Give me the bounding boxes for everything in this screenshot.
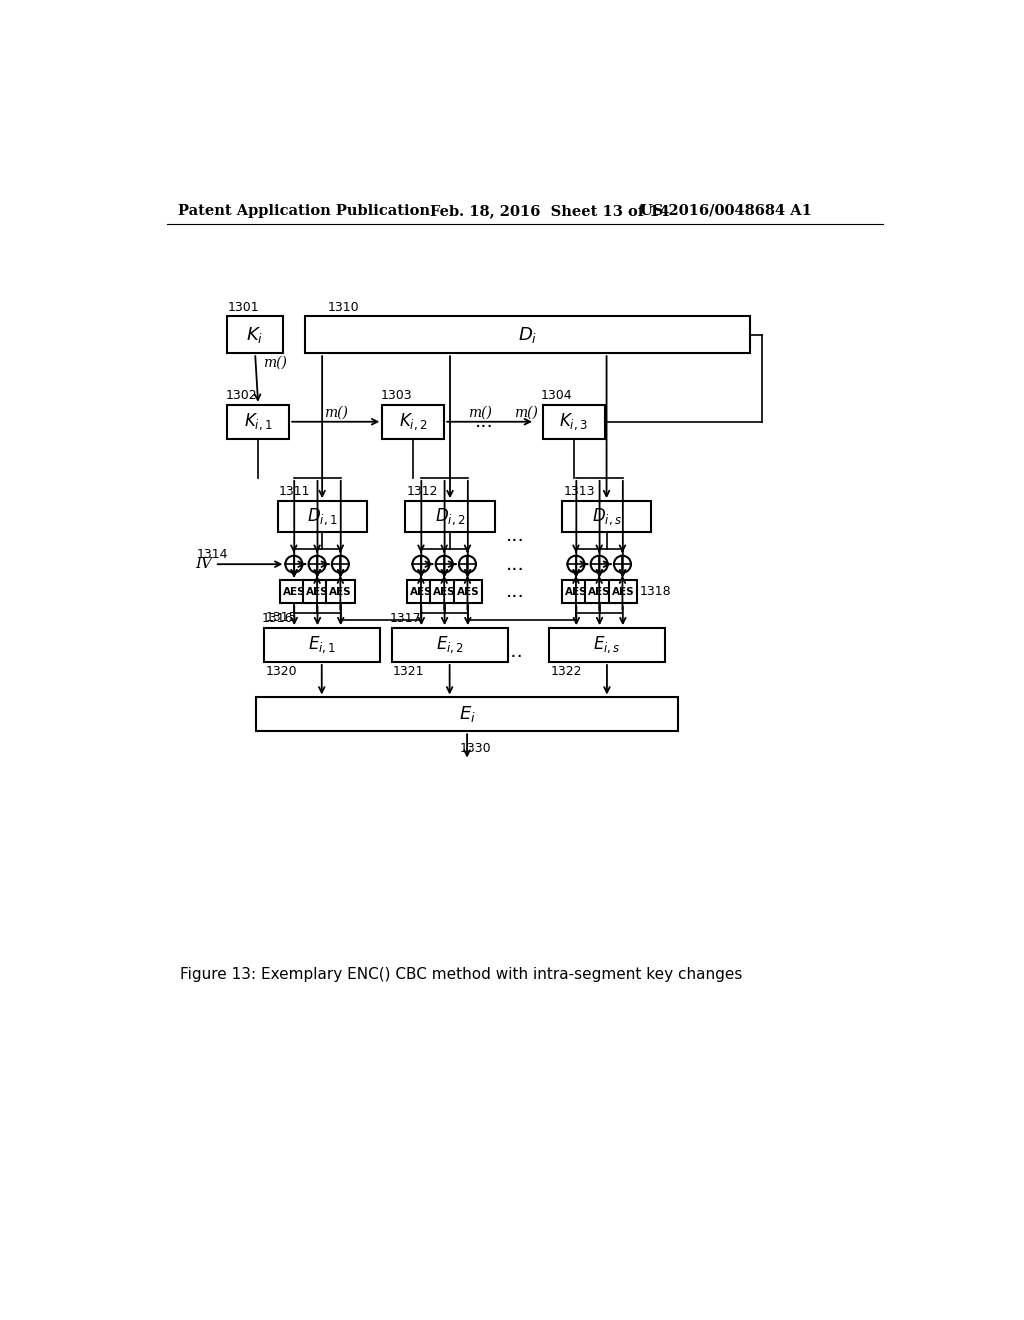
Text: AES: AES (457, 587, 479, 597)
Circle shape (286, 556, 302, 573)
Bar (305, 317, 751, 354)
Text: $K_{i,3}$: $K_{i,3}$ (559, 412, 588, 432)
Text: $E_{i,2}$: $E_{i,2}$ (435, 635, 464, 655)
Bar (562, 502, 651, 532)
Text: Figure 13: Exemplary ENC() CBC method with intra-segment key changes: Figure 13: Exemplary ENC() CBC method wi… (180, 968, 742, 982)
Bar (382, 405, 444, 438)
Bar (586, 581, 614, 603)
Text: ...: ... (505, 642, 523, 661)
Circle shape (435, 556, 453, 573)
Circle shape (413, 556, 429, 573)
Text: m(): m() (324, 405, 347, 420)
Text: AES: AES (410, 587, 433, 597)
Text: 1320: 1320 (265, 665, 297, 677)
Circle shape (614, 556, 631, 573)
Text: Feb. 18, 2016  Sheet 13 of 14: Feb. 18, 2016 Sheet 13 of 14 (430, 203, 670, 218)
Circle shape (308, 556, 326, 573)
Bar (407, 581, 435, 603)
Text: AES: AES (433, 587, 456, 597)
Bar (278, 502, 367, 532)
Text: $E_{i,s}$: $E_{i,s}$ (593, 635, 621, 655)
Circle shape (332, 556, 349, 573)
Text: 1301: 1301 (227, 301, 259, 314)
Text: $D_i$: $D_i$ (518, 325, 538, 345)
Bar (454, 581, 482, 603)
Text: 1312: 1312 (407, 486, 438, 499)
Text: 1315: 1315 (266, 611, 298, 624)
Text: 1318: 1318 (640, 585, 671, 598)
Bar (303, 581, 332, 603)
Bar (327, 581, 355, 603)
Bar (227, 317, 283, 354)
Circle shape (567, 556, 585, 573)
Text: 1317: 1317 (390, 612, 422, 626)
Text: 1322: 1322 (550, 665, 582, 677)
Text: $E_{i,1}$: $E_{i,1}$ (307, 635, 336, 655)
Text: ...: ... (475, 412, 494, 432)
Bar (543, 405, 604, 438)
Text: 1314: 1314 (197, 548, 227, 561)
Text: $K_i$: $K_i$ (247, 325, 264, 345)
Text: $D_{i,2}$: $D_{i,2}$ (435, 506, 465, 527)
Text: AES: AES (565, 587, 588, 597)
Bar (227, 405, 289, 438)
Bar (406, 502, 495, 532)
Text: $K_{i,1}$: $K_{i,1}$ (244, 412, 272, 432)
Text: 1311: 1311 (280, 486, 310, 499)
Text: ...: ... (506, 527, 525, 545)
Text: 1310: 1310 (328, 301, 359, 314)
Text: 1304: 1304 (541, 389, 572, 403)
Text: Patent Application Publication: Patent Application Publication (178, 203, 430, 218)
Text: $E_i$: $E_i$ (459, 705, 475, 725)
Text: 1303: 1303 (381, 389, 413, 403)
Bar (562, 581, 591, 603)
Text: AES: AES (283, 587, 305, 597)
Text: 1330: 1330 (460, 742, 490, 755)
Text: $D_{i,s}$: $D_{i,s}$ (592, 506, 622, 527)
Bar (608, 581, 637, 603)
Text: $K_{i,2}$: $K_{i,2}$ (399, 412, 427, 432)
Circle shape (591, 556, 607, 573)
Text: m(): m() (468, 405, 492, 420)
Text: AES: AES (330, 587, 352, 597)
Text: 1321: 1321 (393, 665, 425, 677)
Text: ...: ... (506, 554, 525, 574)
Text: 1316: 1316 (262, 612, 294, 626)
Bar (263, 628, 380, 663)
Bar (256, 697, 678, 731)
Bar (430, 581, 459, 603)
Bar (280, 581, 308, 603)
Text: US 2016/0048684 A1: US 2016/0048684 A1 (640, 203, 811, 218)
Text: m(): m() (263, 355, 287, 370)
Bar (549, 628, 665, 663)
Text: IV: IV (196, 557, 212, 572)
Text: m(): m() (514, 405, 538, 420)
Text: AES: AES (306, 587, 329, 597)
Text: 1302: 1302 (225, 389, 257, 403)
Text: $D_{i,1}$: $D_{i,1}$ (307, 506, 337, 527)
Text: AES: AES (611, 587, 634, 597)
Text: 1313: 1313 (563, 486, 595, 499)
Text: ...: ... (506, 582, 525, 602)
Text: AES: AES (588, 587, 611, 597)
Bar (391, 628, 508, 663)
Circle shape (459, 556, 476, 573)
